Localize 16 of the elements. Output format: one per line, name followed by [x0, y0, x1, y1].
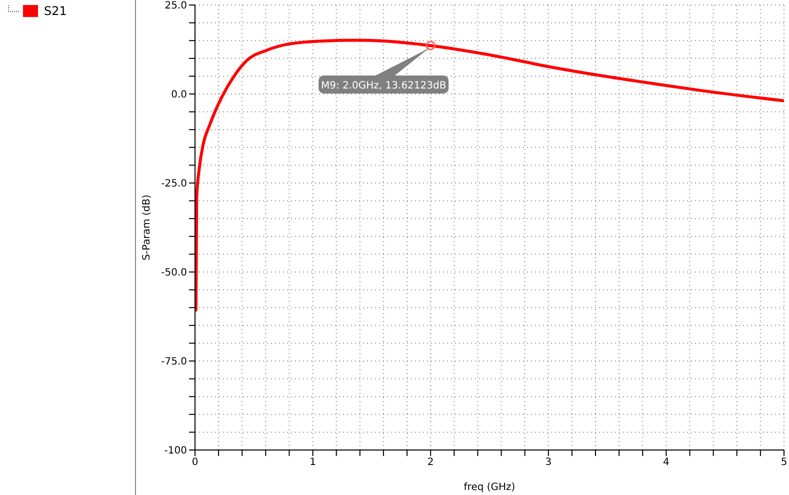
y-tick-label: -50.0 [161, 268, 187, 279]
x-tick-label: 5 [780, 457, 788, 468]
y-tick-label: -25.0 [161, 178, 187, 190]
x-tick-label: 2 [427, 457, 434, 468]
legend-label: S21 [44, 4, 67, 18]
x-tick-label: 4 [663, 457, 670, 468]
y-tick-label: 0.0 [171, 90, 187, 101]
x-axis-title: freq (GHz) [464, 482, 516, 493]
y-axis-title: S-Param (dB) [142, 194, 153, 260]
y-tick-label: -75.0 [161, 356, 187, 368]
x-tick-label: 3 [545, 457, 552, 468]
x-tick-label: 1 [310, 457, 316, 468]
annotation: M9: 2.0GHz, 13.62123dB [320, 80, 446, 92]
y-tick-label: 25.0 [164, 0, 187, 12]
y-tick-label: -100 [164, 446, 187, 457]
x-tick-label: 0 [192, 457, 198, 468]
